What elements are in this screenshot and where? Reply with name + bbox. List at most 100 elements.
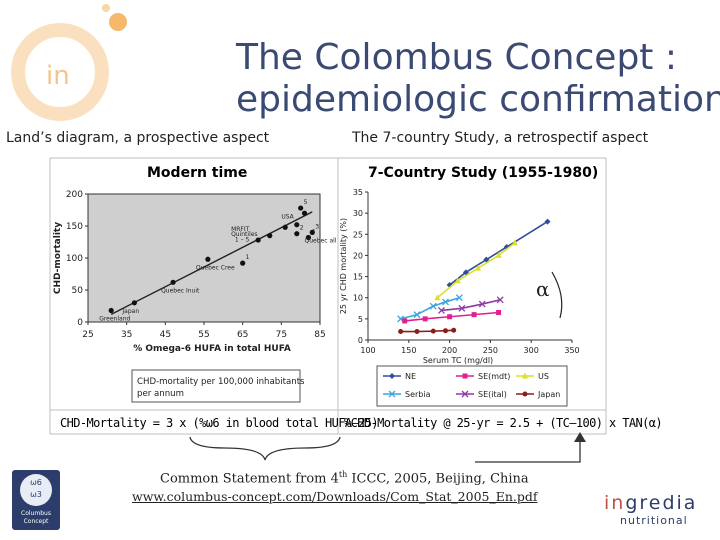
columbus-logo-omega3: ω3 — [30, 490, 42, 499]
left-data-point — [305, 234, 311, 241]
series-marker-ne — [544, 218, 551, 225]
left-info-box-line1: CHD-mortality per 100,000 inhabitants — [137, 377, 305, 387]
left-y-tick-label: 50 — [72, 286, 84, 296]
brand-sub: nutritional — [620, 514, 688, 527]
left-x-tick-label: 65 — [237, 330, 248, 340]
legend-label-semdt: SE(mdt) — [478, 372, 510, 381]
right-y-tick-label: 20 — [353, 251, 363, 260]
legend-label-ne: NE — [405, 372, 416, 381]
left-x-tick-label: 55 — [198, 330, 209, 340]
series-marker-serbia — [429, 302, 437, 310]
brand-name-in: in — [604, 492, 626, 514]
footer-statement-suffix: ICCC, 2005, Beijing, China — [347, 471, 529, 487]
left-x-tick-label: 45 — [160, 330, 171, 340]
right-y-axis-label: 25 yr CHD mortality (%) — [339, 218, 348, 314]
right-x-tick-label: 150 — [401, 346, 416, 355]
left-y-tick-label: 100 — [66, 254, 83, 264]
right-legend: NE SE(mdt) US Serbia SE(ital) Japan — [376, 365, 568, 407]
left-data-point — [240, 260, 246, 266]
left-info-box-line2: per annum — [137, 389, 184, 399]
right-x-tick-label: 200 — [442, 346, 457, 355]
right-x-axis-label: Serum TC (mg/dl) — [423, 356, 493, 365]
left-annotation: Quebec all — [305, 238, 337, 245]
logo-outer-dot — [109, 13, 127, 31]
legend-marker-japan — [522, 391, 528, 397]
alpha-label: α — [536, 277, 550, 301]
left-point-label: Greenland — [99, 315, 130, 322]
right-y-tick-label: 15 — [353, 273, 363, 282]
right-y-tick-label: 25 — [353, 230, 363, 239]
left-trend-line — [110, 211, 313, 315]
left-panel-title: Modern time — [147, 165, 247, 181]
legend-marker-semdt — [462, 373, 468, 379]
right-x-tick-label: 300 — [524, 346, 539, 355]
left-formula: CHD-Mortality = 3 x (%ω6 in blood total … — [60, 416, 378, 430]
left-plot-area — [87, 193, 321, 323]
left-data-point — [255, 237, 261, 243]
logo-corner-text: in — [46, 61, 70, 91]
left-data-point — [170, 279, 176, 285]
left-x-axis-label: % Omega-6 HUFA in total HUFA — [133, 344, 291, 354]
right-y-tick-label: 30 — [353, 209, 363, 218]
left-data-point — [298, 205, 304, 211]
right-arrowhead — [574, 432, 586, 442]
left-annotation: Quintiles — [231, 231, 257, 238]
footer-url[interactable]: www.columbus-concept.com/Downloads/Com_S… — [132, 489, 538, 504]
series-line-seital — [441, 299, 501, 312]
left-data-point — [205, 256, 211, 262]
right-plot: 100 150 200 250 300 350 0 5 10 15 20 25 30 35 Serum TC… — [339, 188, 580, 365]
series-marker-us — [434, 294, 441, 301]
left-x-tick-label: 85 — [314, 330, 325, 340]
legend-label-serbia: Serbia — [405, 390, 431, 399]
ingredia-brand-logo: ingredia nutritional — [604, 492, 716, 532]
columbus-logo-caption1: Columbus — [21, 510, 51, 517]
left-y-tick-label: 0 — [77, 318, 83, 328]
logo-halo-circle — [11, 23, 109, 121]
left-point-label: Quebec Inuit — [161, 287, 200, 294]
footer-statement-sup: th — [338, 470, 348, 479]
series-marker-japan — [398, 329, 404, 335]
series-marker-ne — [483, 256, 490, 263]
columbus-concept-logo: ω6 ω3 Columbus Concept — [12, 470, 60, 530]
series-marker-us — [454, 277, 461, 284]
legend-label-us: US — [538, 372, 549, 381]
series-marker-ne — [462, 269, 469, 276]
subtitle-right: The 7-country Study, a retrospectif aspe… — [352, 130, 649, 146]
series-marker-us — [475, 264, 482, 271]
series-marker-japan — [430, 328, 436, 334]
right-y-tick-label: 10 — [353, 294, 363, 303]
left-y-tick-label: 150 — [66, 222, 83, 232]
left-point-label: Quebec Cree — [196, 264, 235, 271]
left-annotation: USA — [281, 213, 294, 220]
left-point-label: 5 — [304, 199, 308, 206]
slide-title-line2: epidemiologic confirmation — [236, 79, 720, 120]
left-point-label: 3 — [315, 223, 319, 230]
right-y-tick-label: 35 — [353, 188, 363, 197]
alpha-arc — [551, 271, 563, 319]
legend-marker-ne — [389, 373, 395, 379]
left-x-tick-label: 75 — [276, 330, 287, 340]
right-arrow-line — [475, 440, 581, 463]
left-data-point — [309, 229, 315, 235]
right-x-tick-label: 250 — [483, 346, 498, 355]
slide-title-line1: The Colombus Concept : — [236, 37, 677, 78]
series-marker-serbia — [442, 298, 449, 306]
left-x-tick-label: 35 — [121, 330, 132, 340]
subtitle-left: Land’s diagram, a prospective aspect — [6, 130, 270, 146]
series-marker-seital — [458, 304, 466, 312]
left-data-point — [301, 210, 308, 216]
footer-statement-prefix: Common Statement from 4 — [160, 471, 339, 487]
right-panel-title: 7-Country Study (1955-1980) — [368, 165, 598, 181]
left-data-point — [294, 231, 300, 237]
series-marker-seital — [437, 306, 445, 314]
series-marker-semdt — [402, 318, 408, 324]
right-y-tick-label: 0 — [358, 336, 363, 345]
legend-marker-us — [522, 372, 528, 379]
columbus-logo-circle — [20, 474, 52, 506]
series-marker-japan — [443, 328, 449, 334]
left-data-point — [108, 307, 114, 314]
right-formula: %CHD-Mortality @ 25-yr = 2.5 + (TC–100) … — [344, 416, 662, 430]
right-y-tick-label: 5 — [358, 315, 363, 324]
left-point-label: 1 — [246, 254, 250, 261]
